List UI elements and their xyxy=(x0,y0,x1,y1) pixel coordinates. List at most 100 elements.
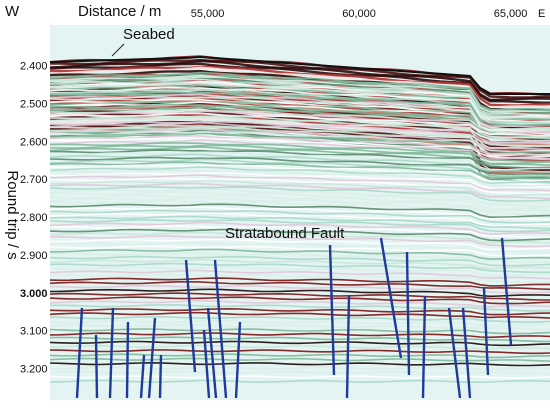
reflector xyxy=(50,332,550,339)
reflector xyxy=(50,375,550,379)
reflector xyxy=(50,156,550,176)
fault-line xyxy=(125,321,130,399)
reflector xyxy=(50,196,550,212)
fault-line xyxy=(202,329,211,399)
y-tick-label: 3.100 xyxy=(20,326,48,338)
reflector xyxy=(50,255,550,267)
reflector xyxy=(50,328,550,335)
reflector xyxy=(50,158,550,178)
reflector xyxy=(50,228,550,242)
reflector xyxy=(50,258,550,270)
reflector xyxy=(50,266,550,277)
reflector xyxy=(50,252,550,264)
fault-line xyxy=(139,354,146,399)
y-tick-label: 2.900 xyxy=(20,250,48,262)
right-label: E xyxy=(538,8,545,20)
reflector xyxy=(50,174,550,192)
reflector xyxy=(50,161,550,180)
reflector xyxy=(50,166,550,185)
y-axis-title: Round trip / s xyxy=(4,170,21,259)
reflector xyxy=(50,215,550,230)
reflector xyxy=(50,151,550,171)
y-tick-label: 2.800 xyxy=(20,212,48,224)
reflector xyxy=(50,273,550,284)
fault-line xyxy=(94,334,99,399)
fault-line xyxy=(447,307,462,399)
fault-line xyxy=(461,307,472,399)
fault-line xyxy=(147,317,157,399)
fault-line xyxy=(379,237,403,359)
reflector xyxy=(50,59,550,102)
reflector xyxy=(50,235,550,248)
annotation-pointer xyxy=(111,43,125,57)
reflector xyxy=(50,262,550,274)
x-axis-title: Distance / m xyxy=(78,3,161,20)
reflector xyxy=(50,379,550,383)
reflector xyxy=(50,203,550,218)
reflector xyxy=(50,307,550,316)
seismic-texture xyxy=(50,55,550,383)
reflector xyxy=(50,110,550,135)
reflector xyxy=(50,149,550,169)
reflector xyxy=(50,299,550,308)
reflector xyxy=(50,109,550,134)
reflector xyxy=(50,284,550,294)
reflector xyxy=(50,225,550,239)
fault-line xyxy=(234,321,242,399)
reflector xyxy=(50,209,550,224)
reflector xyxy=(50,142,550,163)
reflector xyxy=(50,132,550,155)
faults xyxy=(75,237,513,399)
x-tick-label: 55,000 xyxy=(191,8,225,20)
fault-line xyxy=(421,295,427,399)
reflector xyxy=(50,370,550,375)
fault-line xyxy=(405,251,411,376)
reflector xyxy=(50,96,550,131)
fault-line xyxy=(206,307,218,399)
annotation: Seabed xyxy=(123,26,175,43)
reflector xyxy=(50,292,550,301)
reflector xyxy=(50,185,550,202)
reflector xyxy=(50,320,550,327)
y-tick-label: 3.000 xyxy=(20,288,48,300)
reflector xyxy=(50,124,550,147)
x-tick-label: 65,000 xyxy=(494,8,528,20)
reflector xyxy=(50,311,550,319)
reflector xyxy=(50,231,550,244)
reflector xyxy=(50,296,550,305)
reflector xyxy=(50,169,550,187)
fault-line xyxy=(213,259,228,399)
reflector xyxy=(50,238,550,251)
reflector xyxy=(50,241,550,254)
reflector xyxy=(50,336,550,343)
reflector xyxy=(50,146,550,166)
fault-line xyxy=(108,307,115,399)
reflector xyxy=(50,245,550,257)
reflector xyxy=(50,131,550,153)
reflector xyxy=(50,219,550,233)
reflector xyxy=(50,139,550,160)
reflector xyxy=(50,277,550,287)
reflector xyxy=(50,200,550,216)
reflector xyxy=(50,269,550,280)
reflector xyxy=(50,248,550,260)
reflector xyxy=(50,144,550,165)
fault-line xyxy=(75,307,84,399)
fault-line xyxy=(482,287,490,376)
reflector xyxy=(50,135,550,157)
left-label: W xyxy=(5,3,20,20)
y-tick-label: 2.600 xyxy=(20,136,48,148)
seabed-line xyxy=(50,55,550,95)
reflector xyxy=(50,115,550,140)
fault-line xyxy=(345,295,351,399)
x-tick-label: 60,000 xyxy=(342,8,376,20)
reflector xyxy=(50,180,550,197)
reflector xyxy=(50,281,550,291)
fault-line xyxy=(184,259,197,373)
fault-line xyxy=(328,244,336,376)
y-tick-label: 2.400 xyxy=(20,61,48,73)
reflector xyxy=(50,103,550,137)
reflector xyxy=(50,164,550,183)
reflector xyxy=(50,177,550,195)
